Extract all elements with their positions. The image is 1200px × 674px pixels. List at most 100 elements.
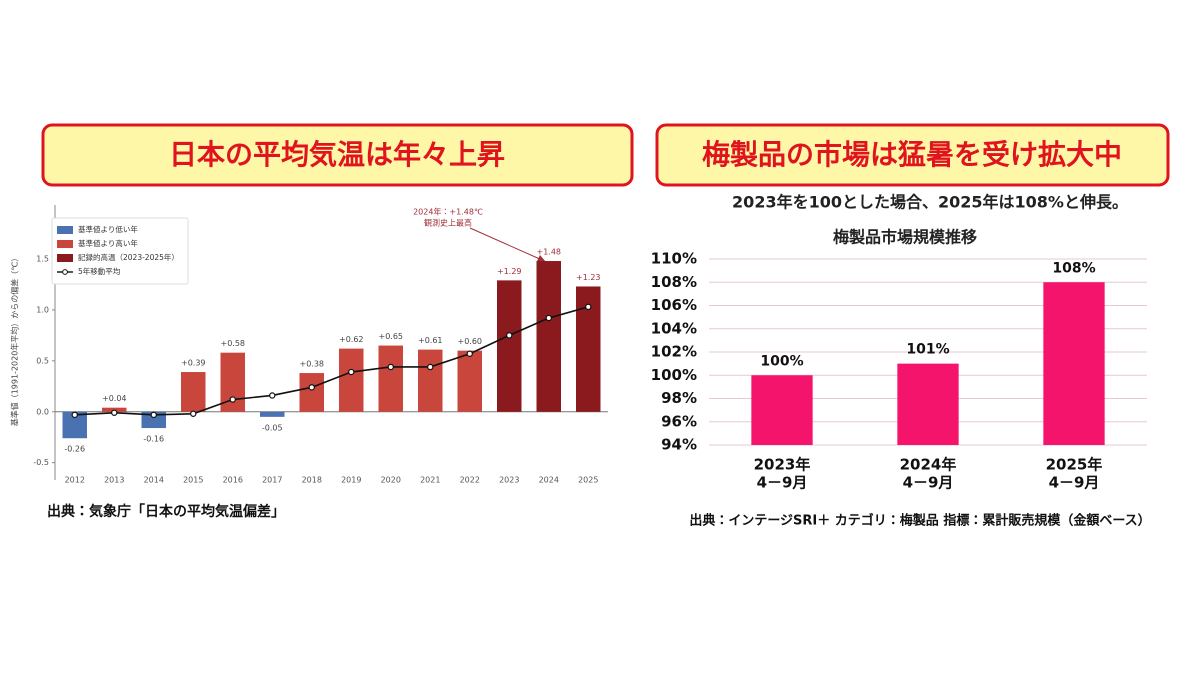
y-tick-label: 1.0	[36, 305, 49, 314]
value-label: +1.29	[497, 267, 522, 276]
legend-swatch	[57, 240, 73, 248]
value-label: +0.58	[220, 339, 245, 348]
x-tick-label: 2024	[539, 476, 559, 485]
y-tick-label: 104%	[651, 319, 697, 337]
bar	[141, 411, 166, 429]
value-label: +0.62	[339, 335, 364, 344]
headline: 梅製品の市場は猛暑を受け拡大中	[702, 138, 1122, 171]
x-tick-label: 2019	[341, 476, 361, 485]
line-point	[585, 303, 592, 311]
line-point	[71, 411, 78, 419]
y-tick-label: 0.0	[36, 407, 49, 416]
value-label: 100%	[760, 353, 803, 369]
bar	[260, 411, 285, 417]
value-label: +0.39	[181, 359, 206, 368]
bar	[497, 280, 522, 412]
annotation: 2024年：+1.48℃	[413, 207, 483, 217]
y-axis-title: 基準値（1991-2020年平均）からの偏差（℃）	[10, 254, 20, 427]
bar	[1043, 282, 1105, 445]
y-tick-label: -0.5	[33, 458, 49, 467]
value-label: 101%	[906, 342, 949, 358]
x-tick-label: 2025年	[1046, 456, 1103, 474]
x-tick-label: 2014	[144, 476, 164, 485]
bar	[299, 373, 324, 412]
y-tick-label: 110%	[651, 250, 697, 268]
legend-swatch	[57, 226, 73, 234]
line-point	[348, 368, 355, 376]
value-label: +0.38	[299, 360, 324, 369]
x-tick-label: 2023年	[754, 456, 811, 474]
bar	[181, 372, 206, 412]
annotation: 観測史上最高	[424, 218, 472, 228]
bar	[378, 345, 403, 412]
x-tick-label: 2020	[381, 476, 401, 485]
headline-box	[655, 123, 1170, 187]
line-point	[111, 409, 118, 416]
annotation-arrowhead	[537, 255, 546, 262]
source: 出典：インテージSRI＋ カテゴリ：梅製品 指標：累計販売規模（金額ベース）	[689, 513, 1150, 529]
source: 出典：気象庁「日本の平均気温偏差」	[47, 503, 285, 520]
bar	[751, 375, 813, 445]
line-point	[308, 384, 315, 391]
legend-label: 5年移動平均	[78, 266, 121, 276]
x-tick-label: 2022	[460, 476, 480, 485]
value-label: 108%	[1052, 260, 1095, 276]
y-tick-label: 100%	[651, 366, 697, 384]
chart-title: 梅製品市場規模推移	[833, 228, 977, 247]
line-point	[269, 392, 276, 399]
legend-swatch	[62, 269, 68, 275]
legend-label: 基準値より低い年	[78, 224, 138, 234]
y-tick-label: 96%	[661, 412, 697, 430]
value-label: +1.48	[536, 248, 561, 257]
legend-label: 基準値より高い年	[78, 238, 138, 248]
value-label: +0.60	[457, 337, 482, 346]
value-label: -0.05	[262, 423, 283, 432]
subtitle: 2023年を100とした場合、2025年は108%と伸長。	[732, 193, 1128, 212]
x-tick-label: 2013	[104, 476, 124, 485]
bar	[536, 261, 561, 412]
x-tick-sublabel: 4－9月	[903, 474, 954, 492]
line-point	[229, 396, 236, 403]
y-tick-label: 102%	[651, 343, 697, 361]
line-point	[427, 363, 434, 371]
line-point	[506, 332, 513, 339]
annotation-arrow	[469, 227, 543, 261]
y-tick-label: 108%	[651, 273, 697, 291]
value-label: +0.65	[378, 332, 403, 341]
x-tick-label: 2018	[302, 476, 322, 485]
value-label: +0.61	[418, 336, 443, 345]
line-point	[545, 314, 552, 322]
line-point	[190, 410, 197, 417]
headline: 日本の平均気温は年々上昇	[169, 138, 505, 171]
x-tick-label: 2025	[578, 476, 598, 485]
x-tick-label: 2012	[65, 476, 85, 485]
y-tick-label: 0.5	[36, 356, 49, 365]
bar	[457, 350, 482, 412]
value-label: +0.04	[102, 394, 127, 403]
y-tick-label: 1.5	[36, 254, 49, 263]
bar	[339, 348, 364, 412]
x-tick-sublabel: 4－9月	[757, 474, 808, 492]
bar	[897, 363, 959, 445]
x-tick-sublabel: 4－9月	[1049, 474, 1100, 492]
legend-box	[51, 217, 189, 285]
y-tick-label: 94%	[661, 436, 697, 454]
bar	[418, 349, 443, 412]
x-tick-label: 2016	[223, 476, 243, 485]
y-tick-label: 106%	[651, 296, 697, 314]
legend-label: 記録的高温（2023-2025年）	[78, 252, 179, 262]
value-label: -0.26	[64, 445, 85, 454]
x-tick-label: 2017	[262, 476, 282, 485]
y-tick-label: 98%	[661, 389, 697, 407]
line-point	[387, 363, 394, 371]
line-point	[466, 350, 473, 357]
line	[74, 306, 589, 416]
legend-swatch	[57, 254, 73, 262]
value-label: +1.23	[576, 273, 601, 282]
x-tick-label: 2024年	[900, 456, 957, 474]
x-tick-label: 2021	[420, 476, 440, 485]
x-tick-label: 2015	[183, 476, 203, 485]
headline-box	[41, 123, 634, 187]
value-label: -0.16	[143, 435, 164, 444]
